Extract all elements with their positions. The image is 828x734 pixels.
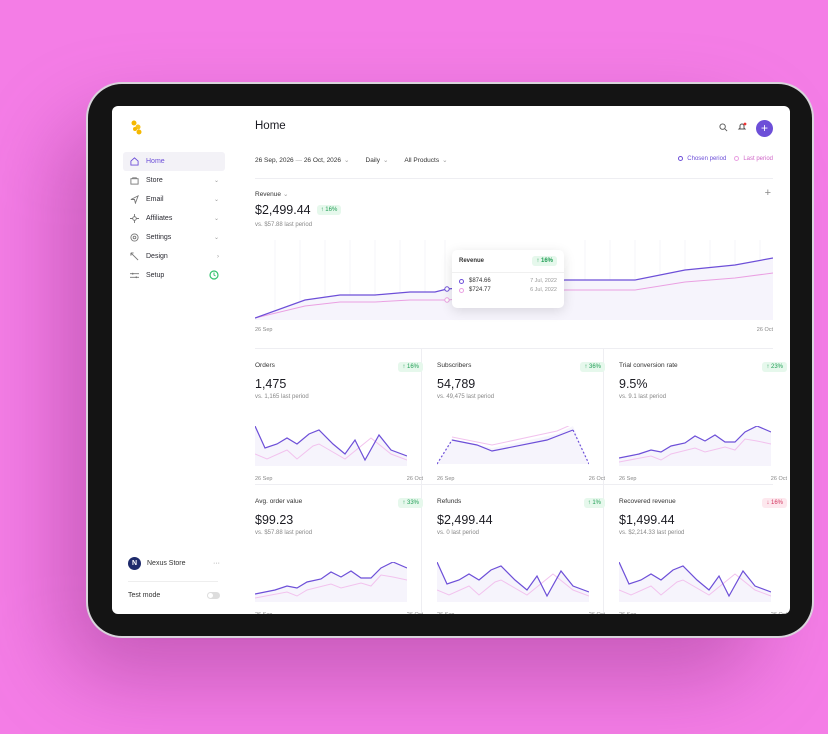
logo-icon xyxy=(131,120,142,135)
chevron-down-icon: ⌄ xyxy=(442,157,448,164)
header-actions: + xyxy=(719,119,773,137)
divider xyxy=(255,484,773,485)
divider xyxy=(255,178,773,179)
revenue-badge: ↑ 16% xyxy=(316,205,342,215)
test-mode-row: Test mode xyxy=(128,592,220,599)
bag-icon xyxy=(129,176,139,186)
revenue-section: Revenue ⌄ + $2,499.44 ↑ 16% vs. $57.88 las… xyxy=(255,187,773,228)
chevron-right-icon: › xyxy=(217,253,219,260)
divider xyxy=(603,348,604,614)
chevron-down-icon: ⌄ xyxy=(344,157,350,164)
pen-icon xyxy=(129,252,139,262)
add-button[interactable]: + xyxy=(756,119,773,137)
sidebar-item-setup[interactable]: Setup xyxy=(123,266,225,285)
sidebar-item-email[interactable]: Email ⌄ xyxy=(123,190,225,209)
recovered-sparkline xyxy=(619,562,771,602)
sidebar: Home Store ⌄ Email ⌄ Affiliates ⌄ Settings ⌄… xyxy=(112,106,232,614)
filter-bar: 26 Sep, 2026 — 26 Oct, 2026 ⌄ Daily ⌄ All … xyxy=(255,156,448,164)
search-icon[interactable] xyxy=(719,119,728,137)
send-icon xyxy=(129,195,139,205)
progress-ring-icon xyxy=(209,269,219,282)
metric-card-subscribers[interactable]: Subscribers ↑ 36% 54,789 vs. 49,475 last p… xyxy=(437,362,605,482)
revenue-value: $2,499.44 xyxy=(255,203,311,217)
chart-legend: Chosen period Last period xyxy=(678,156,773,162)
products-select[interactable]: All Products ⌄ xyxy=(404,157,448,164)
sidebar-nav: Home Store ⌄ Email ⌄ Affiliates ⌄ Settings ⌄… xyxy=(123,152,225,285)
home-icon xyxy=(129,157,139,167)
metric-card-trial-conversion[interactable]: Trial conversion rate ↑ 23% 9.5% vs. 9.1 l… xyxy=(619,362,787,482)
sidebar-item-store[interactable]: Store ⌄ xyxy=(123,171,225,190)
store-name: Nexus Store xyxy=(147,560,186,567)
bell-icon[interactable] xyxy=(737,119,747,137)
date-range-picker[interactable]: 26 Sep, 2026 — 26 Oct, 2026 ⌄ xyxy=(255,157,350,164)
store-switcher[interactable]: N Nexus Store ··· xyxy=(128,557,220,570)
legend-chosen-period: Chosen period xyxy=(678,156,726,162)
app-screen: Home Store ⌄ Email ⌄ Affiliates ⌄ Settings ⌄… xyxy=(112,106,790,614)
more-icon[interactable]: ··· xyxy=(213,560,220,567)
trial-sparkline xyxy=(619,426,771,466)
sidebar-item-settings[interactable]: Settings ⌄ xyxy=(123,228,225,247)
orders-sparkline xyxy=(255,426,407,466)
sidebar-item-home[interactable]: Home xyxy=(123,152,225,171)
metric-card-orders[interactable]: Orders ↑ 16% 1,475 vs. 1,165 last period 2… xyxy=(255,362,423,482)
divider xyxy=(255,348,773,349)
add-widget-icon[interactable]: + xyxy=(764,187,771,199)
revenue-comparison: vs. $57.88 last period xyxy=(255,222,313,228)
interval-select[interactable]: Daily ⌄ xyxy=(365,157,389,164)
page-title: Home xyxy=(255,120,286,132)
legend-last-period: Last period xyxy=(734,156,773,162)
metric-card-avg-order-value[interactable]: Avg. order value ↑ 33% $99.23 vs. $57.88 l… xyxy=(255,498,423,614)
main-content: Home + 26 Sep, 2026 — 26 Oct, 2026 ⌄ Dail… xyxy=(255,106,787,614)
x-axis-end: 26 Oct xyxy=(756,327,773,333)
gear-icon xyxy=(129,233,139,243)
divider xyxy=(128,581,218,582)
divider xyxy=(421,348,422,614)
x-axis-start: 26 Sep xyxy=(255,327,273,333)
sidebar-item-design[interactable]: Design › xyxy=(123,247,225,266)
test-mode-label: Test mode xyxy=(128,592,161,599)
chevron-down-icon: ⌄ xyxy=(382,157,389,164)
revenue-metric-select[interactable]: Revenue ⌄ xyxy=(255,191,289,198)
affiliates-icon xyxy=(129,214,139,224)
chevron-down-icon: ⌄ xyxy=(213,216,219,222)
test-mode-toggle[interactable] xyxy=(207,592,220,599)
sidebar-item-affiliates[interactable]: Affiliates ⌄ xyxy=(123,209,225,228)
subscribers-sparkline xyxy=(437,426,589,465)
chevron-down-icon: ⌄ xyxy=(213,178,219,184)
sliders-icon xyxy=(129,271,139,281)
avatar: N xyxy=(128,557,141,570)
chevron-down-icon: ⌄ xyxy=(213,235,219,241)
refunds-sparkline xyxy=(437,562,589,602)
metric-card-recovered-revenue[interactable]: Recovered revenue ↓ 16% $1,499.44 vs. $2,2… xyxy=(619,498,787,614)
aov-sparkline xyxy=(255,562,407,602)
chart-tooltip: Revenue ↑ 16% $874.66 7 Jul, 2022 $724.77 6… xyxy=(452,250,564,308)
chevron-down-icon: ⌄ xyxy=(213,197,219,203)
